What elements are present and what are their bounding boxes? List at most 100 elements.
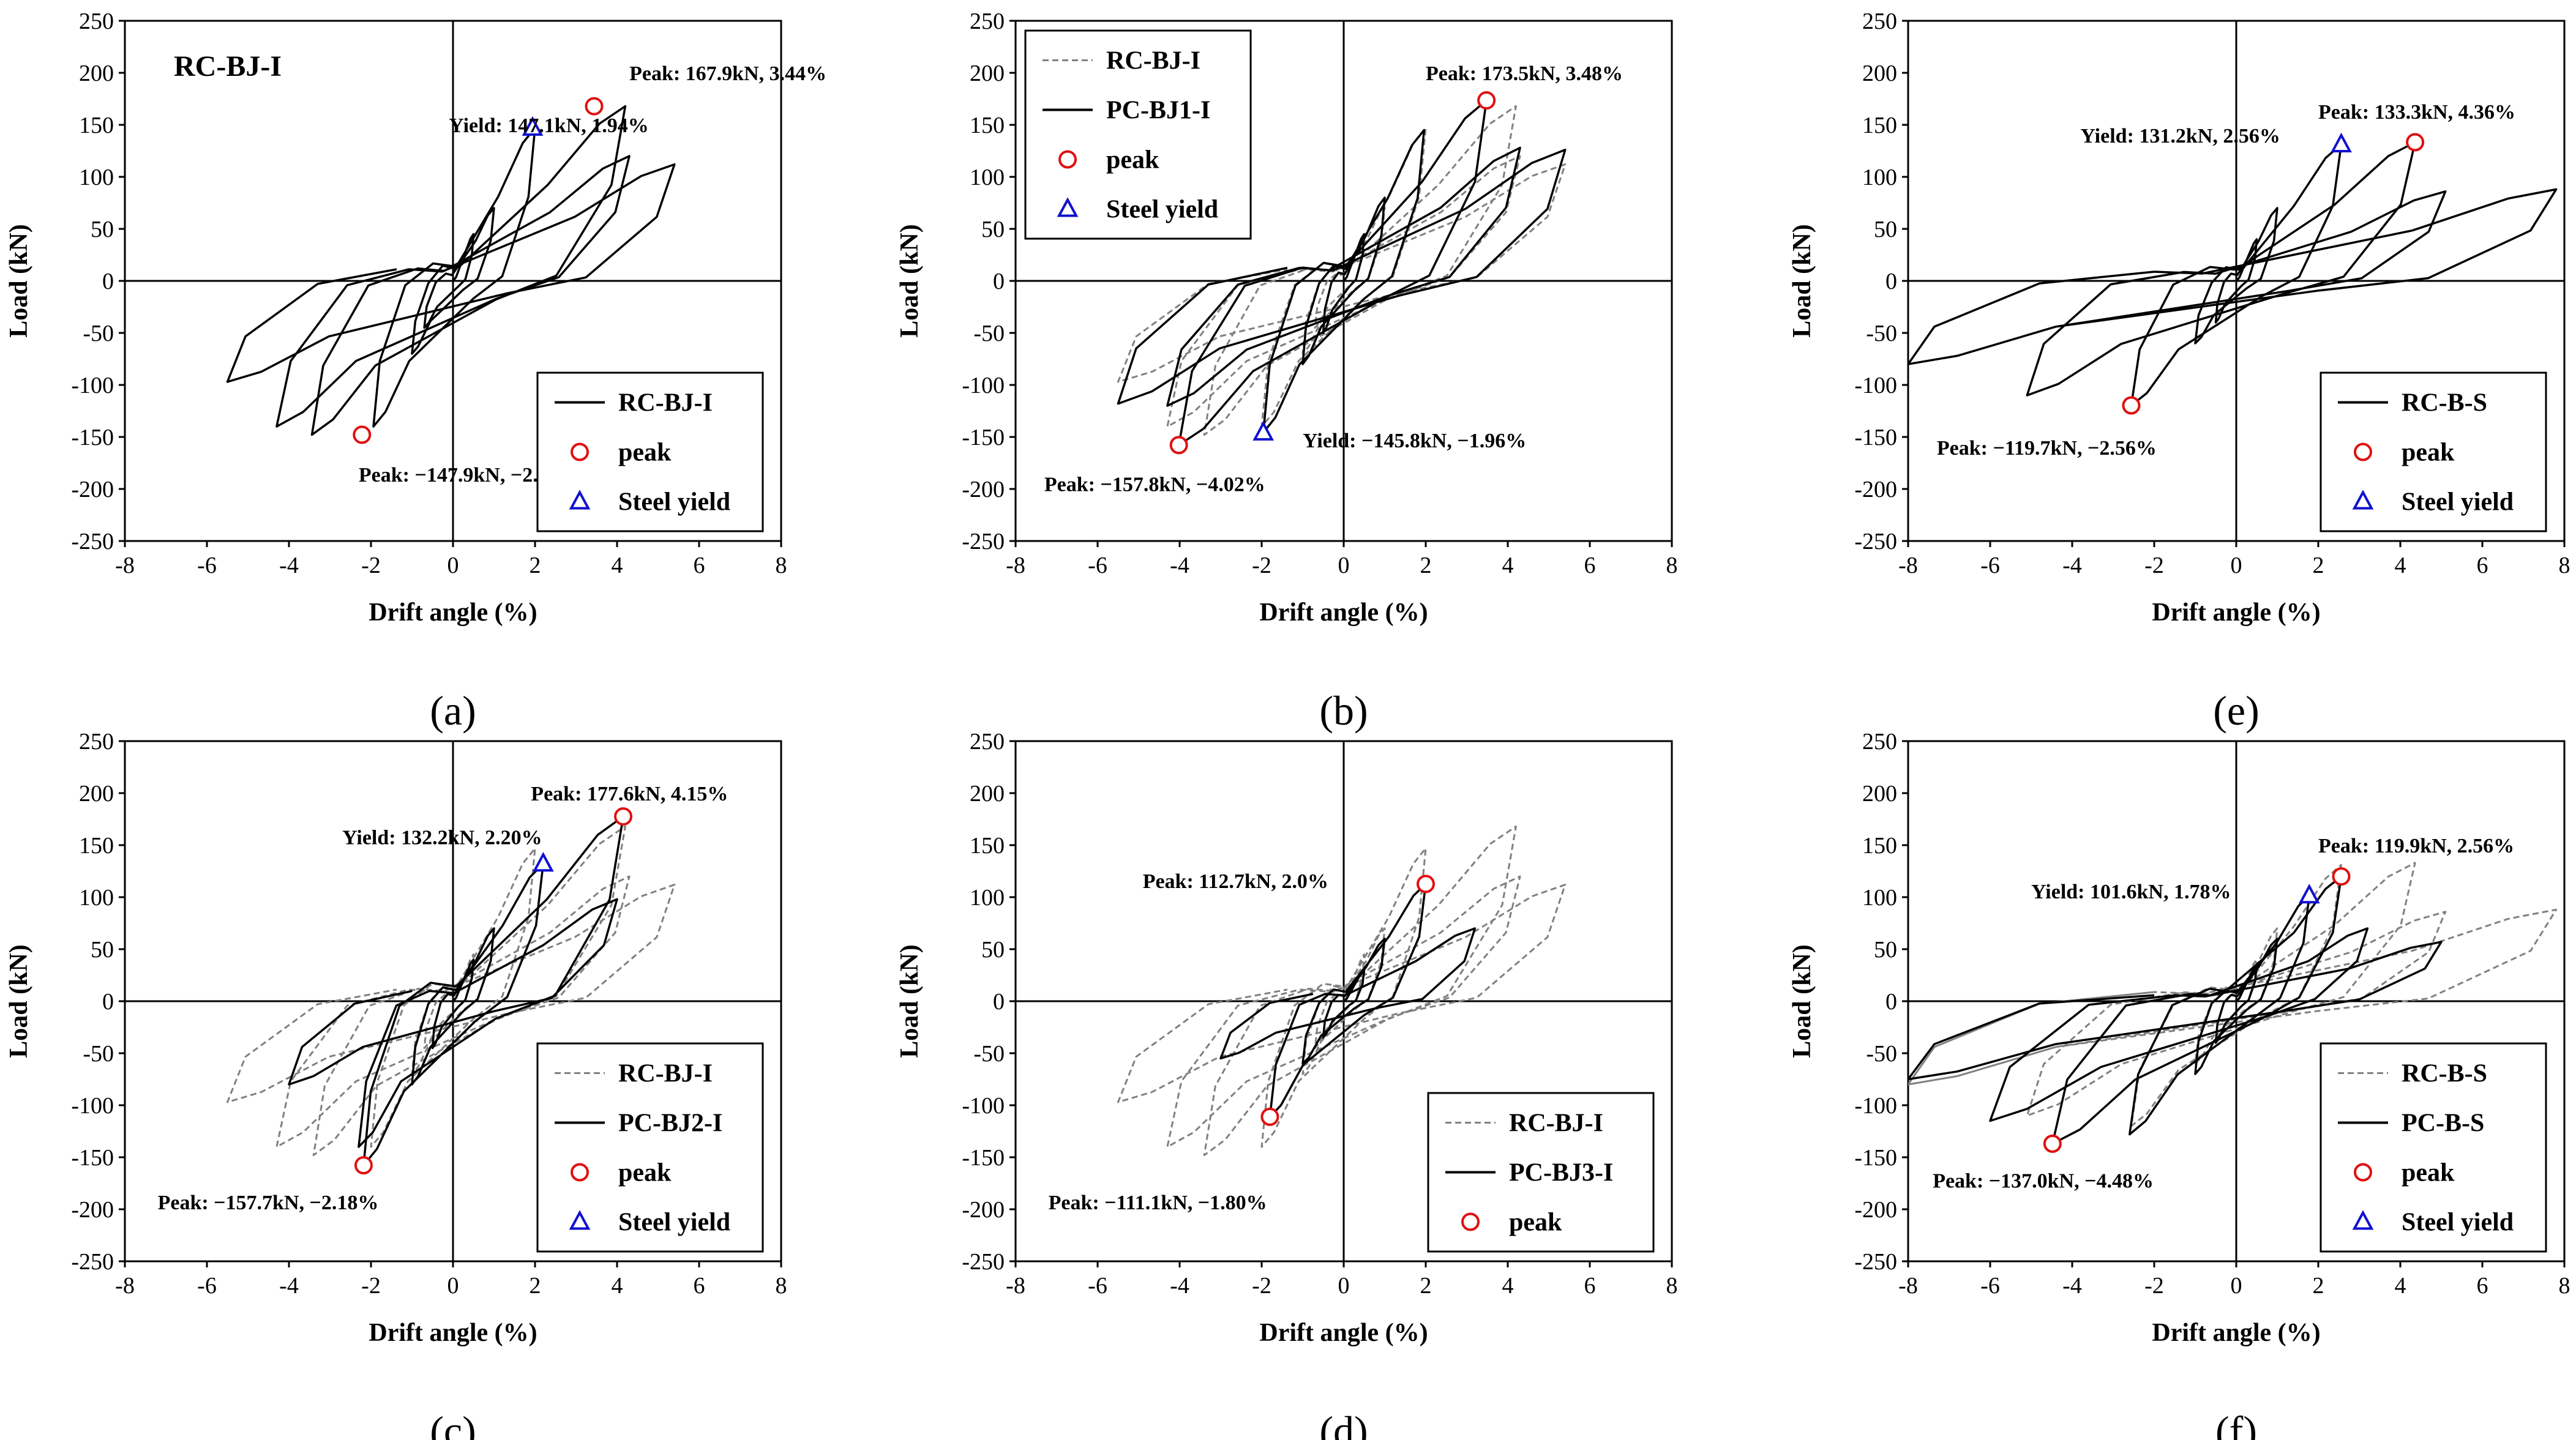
y-tick-label: 50: [91, 937, 114, 963]
legend-label: PC-BJ3-I: [1509, 1159, 1613, 1187]
legend-yield-swatch: [2352, 490, 2374, 510]
y-tick-label: 0: [993, 989, 1005, 1015]
chart-panel-d: 250 200 150 100 50 0 -50 -100 -150 -200 -250-8 -6 -4…: [896, 729, 1678, 1440]
y-tick-label: -250: [962, 1249, 1005, 1275]
x-tick-label: 0: [2231, 1273, 2242, 1299]
panel-caption: (b): [1319, 687, 1368, 734]
annotation-label: Peak: 173.5kN, 3.48%: [1426, 62, 1623, 85]
y-tick-label: 50: [981, 937, 1005, 963]
y-tick-label: 100: [970, 165, 1005, 190]
x-tick-label: -2: [361, 1273, 381, 1299]
y-tick-label: 0: [102, 269, 114, 294]
x-tick-label: 2: [2313, 1273, 2324, 1299]
peak-marker: [1260, 1107, 1279, 1126]
peak-marker: [1417, 875, 1435, 893]
series-pc-bj2-i-curve: [288, 815, 624, 1166]
annotation-label: Peak: −157.7kN, −2.18%: [158, 1192, 379, 1214]
legend-peak-swatch: [2354, 1163, 2372, 1182]
x-tick-label: -6: [1088, 553, 1107, 578]
yield-marker: [2331, 132, 2352, 152]
x-tick-label: -6: [1980, 1273, 2000, 1299]
legend-box: [536, 1042, 764, 1253]
chart-panel-b: 250 200 150 100 50 0 -50 -100 -150 -200 -250-8 -6 -4…: [896, 9, 1678, 734]
peak-marker: [353, 425, 372, 444]
y-tick-label: -50: [973, 1041, 1005, 1067]
legend-label: RC-B-S: [2402, 1060, 2487, 1088]
x-tick-label: -8: [115, 1273, 135, 1299]
legend-peak-swatch: [1461, 1212, 1480, 1231]
y-tick-label: 200: [1862, 781, 1897, 807]
x-tick-label: 8: [2559, 553, 2570, 578]
y-axis-label: Load (kN): [896, 944, 924, 1058]
x-tick-label: 4: [1502, 1273, 1514, 1299]
y-tick-label: 0: [1885, 269, 1897, 294]
x-tick-label: 4: [612, 1273, 623, 1299]
y-tick-label: 150: [1862, 833, 1897, 859]
x-tick-label: 6: [1584, 1273, 1596, 1299]
annotation-label: Peak: −111.1kN, −1.80%: [1049, 1192, 1267, 1214]
x-tick-label: -8: [1898, 1273, 1918, 1299]
legend-label: PC-BJ2-I: [618, 1110, 722, 1138]
x-tick-label: 4: [2395, 553, 2406, 578]
x-tick-label: -4: [1170, 1273, 1189, 1299]
annotation-label: Yield: 132.2kN, 2.20%: [342, 826, 542, 849]
legend-label: Steel yield: [1106, 196, 1218, 224]
yield-marker: [522, 116, 544, 136]
y-tick-label: -150: [962, 425, 1005, 450]
annotation-label: Peak: 177.6kN, 4.15%: [531, 783, 728, 805]
y-tick-label: 200: [970, 61, 1005, 86]
legend-peak-swatch: [1058, 150, 1077, 169]
legend-peak-swatch: [571, 442, 589, 461]
annotation-label: Peak: −119.7kN, −2.56%: [1937, 437, 2157, 460]
legend-yield-swatch: [1057, 197, 1079, 217]
series-pc-b-s-curve: [1908, 875, 2443, 1145]
yield-marker: [533, 852, 554, 872]
y-tick-label: 150: [1862, 113, 1897, 138]
x-tick-label: -4: [1170, 553, 1189, 578]
x-axis-label: Drift angle (%): [369, 1319, 537, 1347]
x-tick-label: 4: [2395, 1273, 2406, 1299]
x-tick-label: -6: [1088, 1273, 1107, 1299]
annotation-label: Yield: 131.2kN, 2.56%: [2080, 125, 2280, 147]
y-tick-label: 50: [1874, 217, 1897, 242]
y-axis-label: Load (kN): [896, 224, 924, 338]
legend: RC-B-S PC-B-S peak Steel yield: [2320, 1042, 2547, 1253]
annotation-label: Peak: −137.0kN, −4.48%: [1933, 1170, 2154, 1192]
legend-label: RC-BJ-I: [1106, 47, 1200, 75]
y-axis-label: Load (kN): [1788, 224, 1816, 338]
annotation-label: Peak: −157.8kN, −4.02%: [1044, 474, 1265, 496]
y-tick-label: -200: [1854, 477, 1897, 502]
y-tick-label: 200: [79, 61, 114, 86]
y-tick-label: 0: [1885, 989, 1897, 1015]
y-tick-label: -200: [962, 477, 1005, 502]
y-tick-label: -100: [962, 1093, 1005, 1119]
y-tick-label: -100: [71, 1093, 114, 1119]
x-tick-label: -8: [1006, 1273, 1025, 1299]
y-tick-label: 50: [91, 217, 114, 242]
peak-marker: [614, 807, 633, 826]
panel-caption: (c): [430, 1408, 476, 1440]
peak-marker: [1477, 91, 1496, 110]
y-tick-label: -150: [71, 1145, 114, 1171]
peak-marker: [585, 97, 604, 116]
y-axis-label: Load (kN): [5, 944, 33, 1058]
x-tick-label: -2: [1252, 1273, 1271, 1299]
y-tick-label: 100: [1862, 165, 1897, 190]
y-tick-label: -200: [1854, 1197, 1897, 1223]
y-tick-label: 150: [970, 833, 1005, 859]
x-tick-label: 8: [1666, 553, 1678, 578]
x-tick-label: -6: [1980, 553, 2000, 578]
chart-panel-f: 250 200 150 100 50 0 -50 -100 -150 -200 -250-8 -6 -4…: [1788, 729, 2570, 1440]
series-rc-b-s-curve: [1908, 141, 2558, 407]
legend: RC-B-S peak Steel yield: [2320, 371, 2547, 532]
series-pc-bj1-i-curve: [1117, 99, 1567, 447]
x-tick-label: 0: [447, 1273, 459, 1299]
x-tick-label: 6: [694, 1273, 705, 1299]
y-tick-label: -150: [962, 1145, 1005, 1171]
y-tick-label: -100: [1854, 1093, 1897, 1119]
legend-yield-swatch: [2352, 1210, 2374, 1230]
y-tick-label: 100: [79, 885, 114, 911]
y-tick-label: -50: [83, 1041, 114, 1067]
annotation-label: Yield: −145.8kN, −1.96%: [1303, 430, 1526, 452]
annotation-label: Yield: 101.6kN, 1.78%: [2031, 881, 2231, 903]
